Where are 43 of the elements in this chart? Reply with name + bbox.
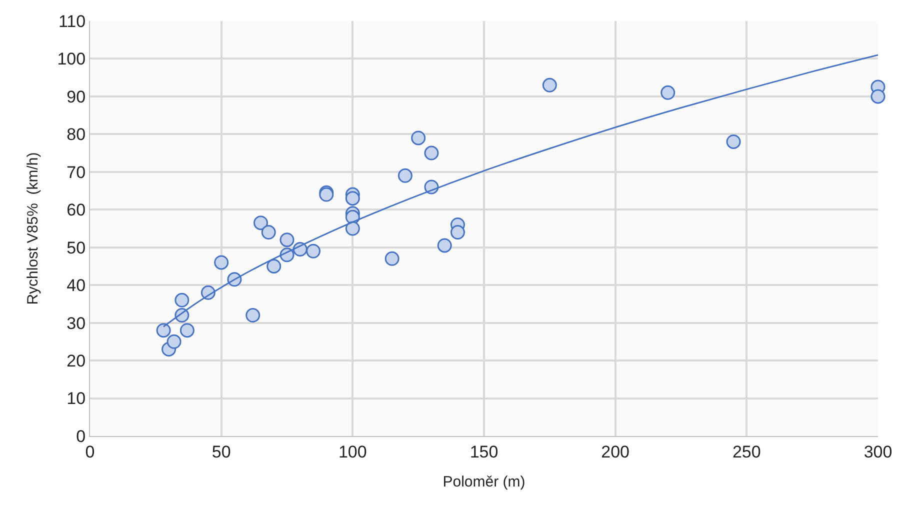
point — [306, 244, 321, 258]
y-tick-label: 40 — [66, 276, 86, 296]
point — [253, 216, 268, 230]
y-tick-label: 100 — [57, 50, 86, 69]
x-tick-label: 250 — [732, 442, 761, 462]
y-tick-label: 50 — [66, 238, 86, 258]
point — [437, 238, 452, 253]
y-tick-label: 80 — [66, 125, 86, 144]
x-tick-label: 50 — [212, 442, 231, 462]
point — [174, 292, 190, 308]
x-axis-title: Poloměr (m) — [442, 473, 526, 490]
point — [542, 78, 557, 92]
point — [424, 146, 439, 160]
point — [384, 251, 400, 266]
point — [266, 258, 282, 274]
y-tick-label: 90 — [66, 87, 86, 106]
point — [726, 134, 741, 149]
point — [156, 323, 171, 338]
y-tick-label: 0 — [76, 426, 86, 446]
y-tick-label: 20 — [66, 352, 86, 370]
point — [345, 191, 360, 206]
y-tick-label: 70 — [66, 162, 86, 182]
point — [870, 89, 886, 104]
y-tick-label: 30 — [66, 314, 86, 333]
x-tick-label: 300 — [864, 442, 892, 462]
x-tick-label: 150 — [470, 442, 498, 462]
point — [261, 225, 276, 240]
y-tick-label: 110 — [58, 12, 86, 31]
y-tick-label: 60 — [66, 200, 86, 220]
point — [450, 225, 465, 240]
point — [280, 232, 294, 248]
point — [180, 323, 194, 338]
point — [660, 85, 676, 100]
x-tick-label: 200 — [601, 442, 630, 462]
x-tick-label: 100 — [338, 442, 367, 462]
point — [166, 334, 182, 349]
y-tick-label: 10 — [66, 389, 86, 408]
point — [214, 255, 229, 270]
y-axis-title: Rychlost V85% (km/h) — [24, 152, 42, 305]
point — [246, 308, 260, 323]
point — [345, 221, 360, 236]
point — [411, 130, 426, 146]
point — [398, 168, 412, 183]
